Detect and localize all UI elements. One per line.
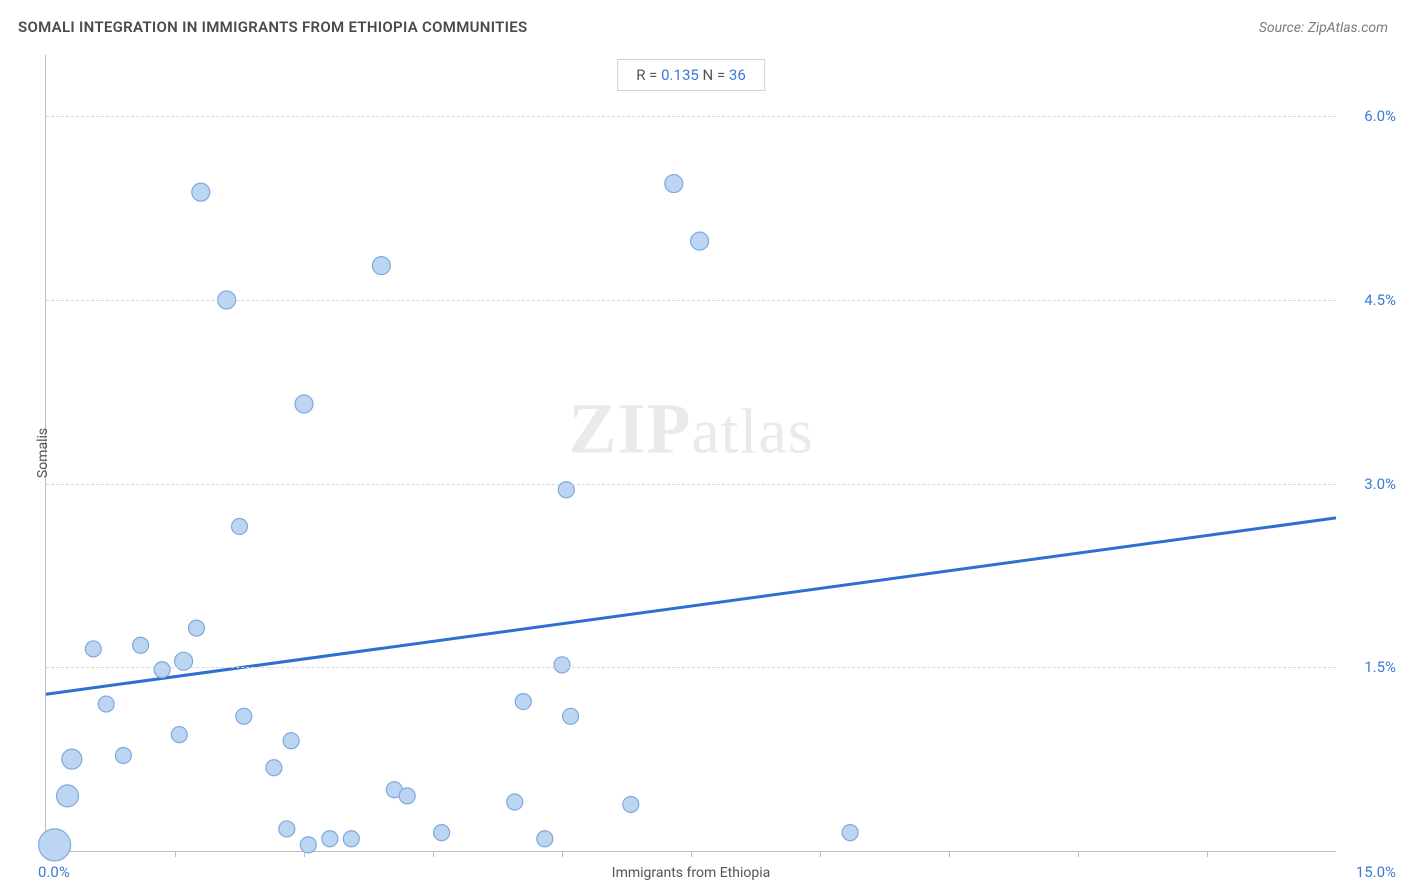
data-point <box>171 727 187 743</box>
data-point <box>133 637 149 653</box>
grid-line <box>46 667 1336 668</box>
grid-line <box>46 300 1336 301</box>
data-point <box>399 788 415 804</box>
grid-line <box>46 116 1336 117</box>
data-point <box>434 825 450 841</box>
r-value: 0.135 <box>661 66 699 84</box>
x-origin-label: 0.0% <box>38 863 70 881</box>
data-point <box>98 696 114 712</box>
data-point <box>623 796 639 812</box>
x-tick <box>1078 851 1079 857</box>
x-tick <box>175 851 176 857</box>
n-value: 36 <box>729 66 746 84</box>
data-point <box>39 829 71 861</box>
data-point <box>115 747 131 763</box>
y-tick-label: 1.5% <box>1364 658 1396 676</box>
data-point <box>232 518 248 534</box>
r-label: R = <box>636 66 661 84</box>
data-point <box>85 641 101 657</box>
plot-svg <box>46 55 1336 851</box>
x-max-label: 15.0% <box>1356 863 1396 881</box>
x-tick <box>1207 851 1208 857</box>
data-point <box>279 821 295 837</box>
data-point <box>283 733 299 749</box>
data-point <box>154 662 170 678</box>
chart-title: SOMALI INTEGRATION IN IMMIGRANTS FROM ET… <box>18 18 527 36</box>
data-point <box>343 831 359 847</box>
stats-box: R = 0.135 N = 36 <box>617 59 765 91</box>
source-label: Source: ZipAtlas.com <box>1259 20 1388 36</box>
x-tick <box>433 851 434 857</box>
data-point <box>563 708 579 724</box>
data-point <box>236 708 252 724</box>
data-point <box>537 831 553 847</box>
n-label: N = <box>699 66 729 84</box>
data-point <box>665 175 683 193</box>
data-point <box>62 749 82 769</box>
data-point <box>57 785 79 807</box>
data-point <box>691 232 709 250</box>
x-tick <box>949 851 950 857</box>
data-point <box>266 760 282 776</box>
x-tick <box>304 851 305 857</box>
data-point <box>295 395 313 413</box>
x-tick <box>562 851 563 857</box>
scatter-chart: R = 0.135 N = 36 ZIPatlas Somalis Immigr… <box>45 55 1336 852</box>
data-point <box>192 183 210 201</box>
header: SOMALI INTEGRATION IN IMMIGRANTS FROM ET… <box>18 18 1388 36</box>
data-point <box>189 620 205 636</box>
data-point <box>372 257 390 275</box>
data-point <box>507 794 523 810</box>
data-point <box>842 825 858 841</box>
y-tick-label: 3.0% <box>1364 475 1396 493</box>
x-tick <box>691 851 692 857</box>
data-point <box>515 694 531 710</box>
x-axis-label: Immigrants from Ethiopia <box>612 865 770 881</box>
grid-line <box>46 484 1336 485</box>
data-point <box>554 657 570 673</box>
data-point <box>300 837 316 853</box>
data-point <box>322 831 338 847</box>
y-tick-label: 6.0% <box>1364 107 1396 125</box>
y-tick-label: 4.5% <box>1364 291 1396 309</box>
x-tick <box>820 851 821 857</box>
